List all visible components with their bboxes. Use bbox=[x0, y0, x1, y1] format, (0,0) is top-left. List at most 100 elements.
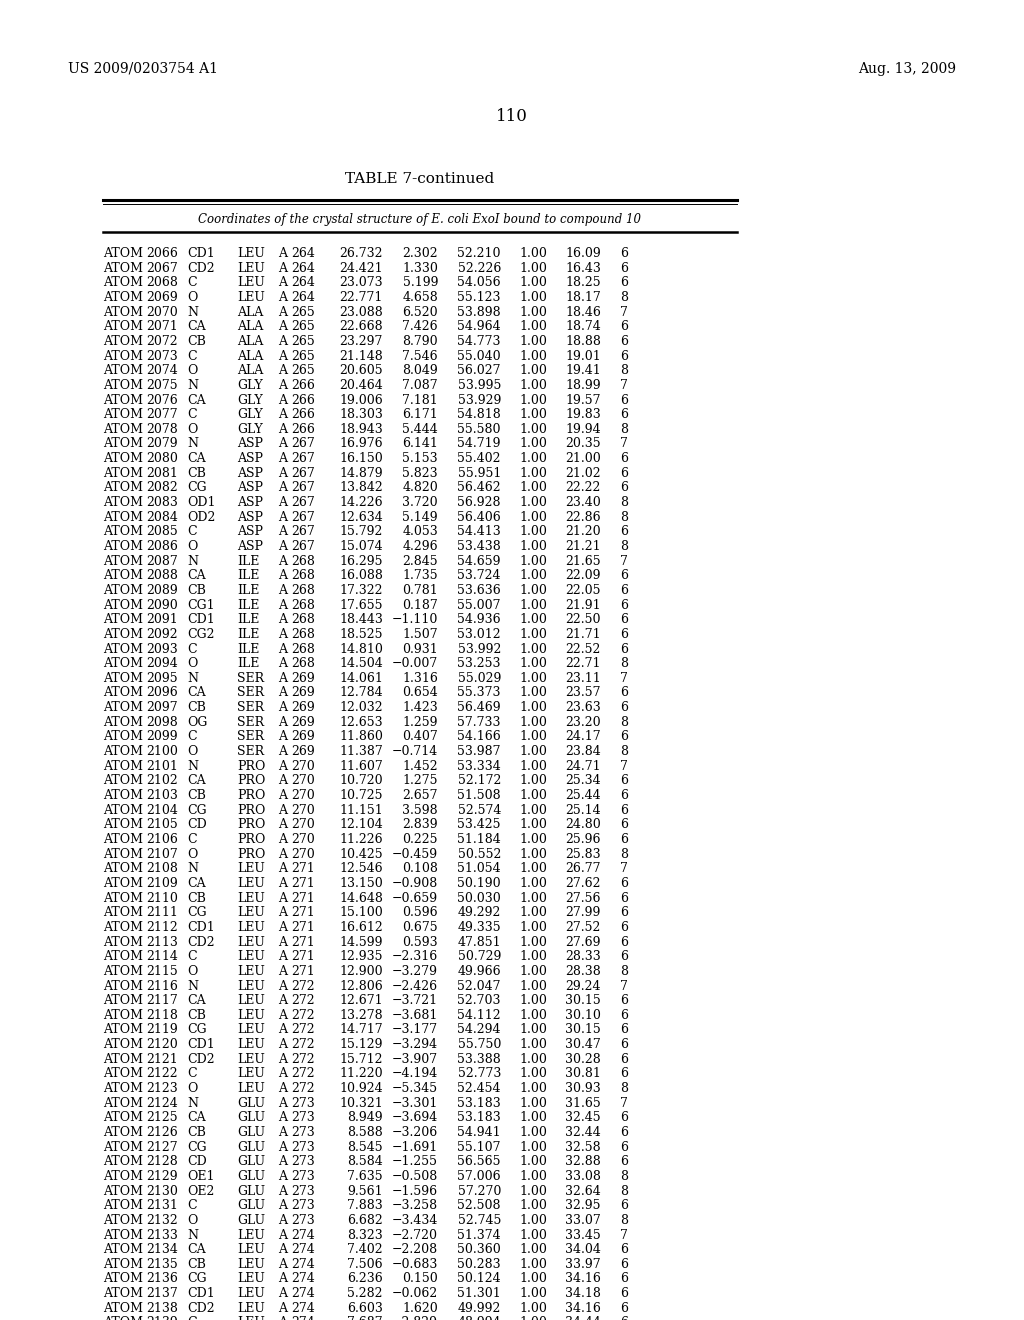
Text: 24.421: 24.421 bbox=[339, 261, 383, 275]
Text: CG: CG bbox=[187, 1023, 207, 1036]
Text: 2102: 2102 bbox=[146, 775, 178, 788]
Text: 54.659: 54.659 bbox=[458, 554, 501, 568]
Text: 269: 269 bbox=[291, 744, 315, 758]
Text: 52.745: 52.745 bbox=[458, 1214, 501, 1226]
Text: 274: 274 bbox=[291, 1243, 315, 1257]
Text: 2120: 2120 bbox=[146, 1038, 178, 1051]
Text: 270: 270 bbox=[291, 818, 315, 832]
Text: A: A bbox=[278, 1053, 287, 1065]
Text: 56.928: 56.928 bbox=[458, 496, 501, 510]
Text: 2118: 2118 bbox=[146, 1008, 178, 1022]
Text: CB: CB bbox=[187, 789, 206, 803]
Text: 2.845: 2.845 bbox=[402, 554, 438, 568]
Text: ATOM: ATOM bbox=[103, 261, 143, 275]
Text: 6: 6 bbox=[620, 891, 628, 904]
Text: 32.45: 32.45 bbox=[565, 1111, 601, 1125]
Text: 6: 6 bbox=[620, 408, 628, 421]
Text: LEU: LEU bbox=[237, 965, 265, 978]
Text: 2127: 2127 bbox=[146, 1140, 178, 1154]
Text: A: A bbox=[278, 451, 287, 465]
Text: 34.44: 34.44 bbox=[565, 1316, 601, 1320]
Text: PRO: PRO bbox=[237, 847, 265, 861]
Text: LEU: LEU bbox=[237, 1053, 265, 1065]
Text: 21.91: 21.91 bbox=[565, 598, 601, 611]
Text: 28.38: 28.38 bbox=[565, 965, 601, 978]
Text: 0.675: 0.675 bbox=[402, 921, 438, 935]
Text: −1.691: −1.691 bbox=[392, 1140, 438, 1154]
Text: 52.047: 52.047 bbox=[458, 979, 501, 993]
Text: Coordinates of the crystal structure of E. coli ExoI bound to compound 10: Coordinates of the crystal structure of … bbox=[199, 213, 641, 226]
Text: 268: 268 bbox=[291, 569, 315, 582]
Text: O: O bbox=[187, 1082, 198, 1096]
Text: 7: 7 bbox=[620, 862, 628, 875]
Text: 2085: 2085 bbox=[146, 525, 178, 539]
Text: 265: 265 bbox=[291, 306, 315, 318]
Text: 6: 6 bbox=[620, 1155, 628, 1168]
Text: 6: 6 bbox=[620, 261, 628, 275]
Text: CA: CA bbox=[187, 686, 206, 700]
Text: ATOM: ATOM bbox=[103, 525, 143, 539]
Text: 270: 270 bbox=[291, 775, 315, 788]
Text: −2.720: −2.720 bbox=[392, 1229, 438, 1242]
Text: 1.00: 1.00 bbox=[519, 437, 547, 450]
Text: 14.810: 14.810 bbox=[339, 643, 383, 656]
Text: −1.110: −1.110 bbox=[391, 614, 438, 626]
Text: ATOM: ATOM bbox=[103, 1229, 143, 1242]
Text: 11.387: 11.387 bbox=[339, 744, 383, 758]
Text: 24.80: 24.80 bbox=[565, 818, 601, 832]
Text: 8.790: 8.790 bbox=[402, 335, 438, 348]
Text: 27.99: 27.99 bbox=[565, 907, 601, 919]
Text: 57.733: 57.733 bbox=[458, 715, 501, 729]
Text: 53.183: 53.183 bbox=[458, 1097, 501, 1110]
Text: 272: 272 bbox=[292, 1068, 315, 1080]
Text: ATOM: ATOM bbox=[103, 540, 143, 553]
Text: 1.275: 1.275 bbox=[402, 775, 438, 788]
Text: Aug. 13, 2009: Aug. 13, 2009 bbox=[858, 62, 956, 77]
Text: 12.104: 12.104 bbox=[339, 818, 383, 832]
Text: 8: 8 bbox=[620, 744, 628, 758]
Text: C: C bbox=[187, 1068, 197, 1080]
Text: 6: 6 bbox=[620, 921, 628, 935]
Text: 2121: 2121 bbox=[146, 1053, 178, 1065]
Text: 11.151: 11.151 bbox=[339, 804, 383, 817]
Text: 2115: 2115 bbox=[146, 965, 178, 978]
Text: 2081: 2081 bbox=[146, 467, 178, 479]
Text: 56.027: 56.027 bbox=[458, 364, 501, 378]
Text: 32.95: 32.95 bbox=[565, 1200, 601, 1212]
Text: 268: 268 bbox=[291, 614, 315, 626]
Text: O: O bbox=[187, 965, 198, 978]
Text: A: A bbox=[278, 1200, 287, 1212]
Text: 2104: 2104 bbox=[146, 804, 178, 817]
Text: 2107: 2107 bbox=[146, 847, 178, 861]
Text: 27.52: 27.52 bbox=[565, 921, 601, 935]
Text: 50.360: 50.360 bbox=[458, 1243, 501, 1257]
Text: 8: 8 bbox=[620, 657, 628, 671]
Text: 6: 6 bbox=[620, 335, 628, 348]
Text: OD2: OD2 bbox=[187, 511, 215, 524]
Text: 6.520: 6.520 bbox=[402, 306, 438, 318]
Text: CD: CD bbox=[187, 1155, 207, 1168]
Text: 1.00: 1.00 bbox=[519, 379, 547, 392]
Text: 2113: 2113 bbox=[146, 936, 178, 949]
Text: 54.964: 54.964 bbox=[458, 321, 501, 333]
Text: 273: 273 bbox=[291, 1200, 315, 1212]
Text: 271: 271 bbox=[291, 907, 315, 919]
Text: ATOM: ATOM bbox=[103, 569, 143, 582]
Text: 6: 6 bbox=[620, 247, 628, 260]
Text: CD2: CD2 bbox=[187, 936, 215, 949]
Text: 274: 274 bbox=[291, 1287, 315, 1300]
Text: 34.16: 34.16 bbox=[565, 1302, 601, 1315]
Text: ATOM: ATOM bbox=[103, 643, 143, 656]
Text: O: O bbox=[187, 422, 198, 436]
Text: 27.56: 27.56 bbox=[565, 891, 601, 904]
Text: 6: 6 bbox=[620, 804, 628, 817]
Text: 16.976: 16.976 bbox=[339, 437, 383, 450]
Text: 7.506: 7.506 bbox=[347, 1258, 383, 1271]
Text: 53.438: 53.438 bbox=[458, 540, 501, 553]
Text: 271: 271 bbox=[291, 950, 315, 964]
Text: 18.99: 18.99 bbox=[565, 379, 601, 392]
Text: 6: 6 bbox=[620, 1302, 628, 1315]
Text: 4.820: 4.820 bbox=[402, 482, 438, 495]
Text: 265: 265 bbox=[291, 364, 315, 378]
Text: CD1: CD1 bbox=[187, 614, 215, 626]
